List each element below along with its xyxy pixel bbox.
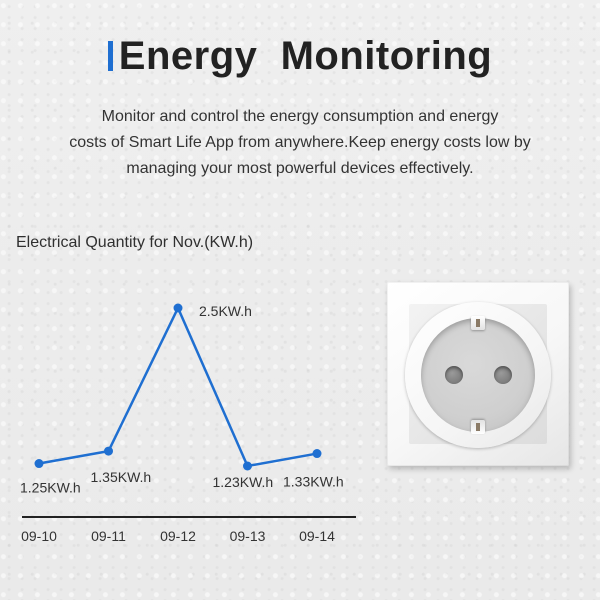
description-text: Monitor and control the energy consumpti… — [50, 104, 550, 182]
page-heading: Energy Monitoring — [0, 26, 600, 86]
data-label: 1.23KW.h — [213, 474, 274, 490]
data-point — [173, 303, 183, 313]
data-point — [104, 446, 113, 456]
socket-earth-clip-top — [471, 316, 485, 330]
socket-well — [421, 316, 535, 434]
power-socket-icon — [387, 282, 569, 466]
chart-title: Electrical Quantity for Nov.(KW.h) — [16, 234, 254, 251]
data-label: 1.35KW.h — [91, 469, 152, 485]
page-title: Energy Monitoring — [118, 33, 493, 78]
socket-pin-hole-left — [445, 366, 463, 384]
data-point — [312, 449, 322, 459]
data-label: 1.33KW.h — [283, 474, 344, 490]
socket-earth-clip-bottom — [471, 420, 485, 434]
x-tick-label: 09-14 — [299, 528, 335, 544]
data-label: 1.25KW.h — [20, 480, 81, 496]
x-tick-label: 09-12 — [160, 528, 196, 544]
data-point — [243, 461, 252, 471]
socket-ring — [405, 302, 551, 448]
description-line: costs of Smart Life App from anywhere.Ke… — [69, 134, 531, 151]
x-tick-label: 09-11 — [91, 528, 126, 544]
description-line: managing your most powerful devices effe… — [126, 160, 474, 177]
series-line — [38, 305, 318, 468]
data-point — [34, 459, 44, 469]
heading-accent-bar — [107, 41, 113, 71]
data-label: 2.5KW.h — [199, 303, 252, 319]
x-tick-label: 09-13 — [230, 528, 266, 544]
x-tick-label: 09-10 — [21, 528, 57, 544]
description-line: Monitor and control the energy consumpti… — [101, 108, 499, 125]
socket-pin-hole-right — [494, 366, 512, 384]
